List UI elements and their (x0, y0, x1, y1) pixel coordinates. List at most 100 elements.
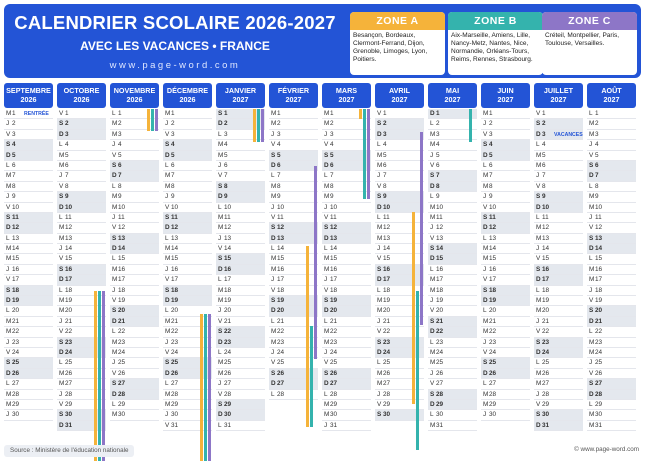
day-number: 29 (595, 400, 603, 408)
weekday-letter: M (6, 400, 12, 408)
day-number: 22 (542, 328, 550, 336)
day-row: V 29 (57, 400, 106, 411)
weekday-letter: V (6, 276, 11, 284)
day-number: 3 (65, 130, 69, 138)
day-number: 13 (489, 234, 497, 242)
weekday-letter: M (218, 213, 224, 221)
weekday-letter: V (271, 213, 276, 221)
weekday-letter: M (6, 245, 12, 253)
day-row: D24 (534, 347, 583, 359)
weekday-letter: D (112, 390, 117, 398)
day-number: 29 (330, 400, 338, 408)
day-row: M11 (428, 213, 477, 224)
day-number: 5 (542, 151, 546, 159)
day-number: 6 (277, 161, 281, 169)
day-number: 14 (65, 245, 73, 253)
day-row: M16 (269, 265, 318, 276)
weekday-letter: V (377, 400, 382, 408)
month-column: NOVEMBRE 2026 L 1 M2 M3 J 4 V 5 S 6 D7 L 8 M9 M10 J 11 V 12 S… (110, 83, 159, 439)
weekday-letter: S (377, 120, 382, 128)
weekday-letter: M (324, 110, 330, 117)
day-row: L 23 (428, 338, 477, 348)
weekday-letter: M (6, 172, 12, 180)
day-number: 27 (595, 380, 603, 388)
weekday-letter: L (483, 234, 487, 242)
weekday-letter: S (6, 359, 11, 367)
weekday-letter: J (377, 317, 381, 325)
day-number: 24 (118, 348, 126, 356)
day-number: 16 (436, 265, 444, 273)
day-row: D31 (534, 420, 583, 432)
day-row: M16 (322, 265, 371, 276)
day-number: 25 (277, 359, 285, 367)
day-number: 31 (330, 421, 338, 429)
weekday-letter: V (112, 297, 117, 305)
day-number: 7 (542, 172, 546, 180)
day-row: J 28 (57, 390, 106, 400)
day-row: M17 (587, 275, 636, 286)
day-row: M1 (481, 109, 530, 120)
day-number: 18 (542, 286, 550, 294)
weekday-letter: M (430, 359, 436, 367)
weekday-letter: M (536, 151, 542, 159)
day-number: 2 (595, 120, 599, 128)
weekday-letter: M (6, 328, 12, 336)
weekday-letter: M (377, 380, 383, 388)
day-row: D27 (322, 379, 371, 390)
day-row: D30 (216, 410, 265, 421)
weekday-letter: D (59, 276, 64, 284)
day-number: 5 (489, 151, 493, 159)
weekday-letter: J (536, 172, 540, 180)
day-number: 22 (12, 328, 20, 336)
weekday-letter: J (59, 317, 63, 325)
month-name: JANVIER (224, 86, 257, 95)
day-number: 2 (436, 120, 440, 128)
day-number: 31 (224, 421, 232, 429)
day-number: 29 (118, 400, 126, 408)
day-row: M22 (163, 327, 212, 338)
day-number: 17 (65, 276, 73, 284)
day-number: 15 (489, 255, 497, 263)
weekday-letter: M (589, 203, 595, 211)
zone-a-legend: ZONE A Besançon, Bordeaux, Clermont-Ferr… (350, 12, 445, 75)
day-row: D12 (4, 223, 53, 234)
day-row: D21 (587, 316, 636, 328)
day-number: 21 (595, 317, 603, 325)
day-number: 5 (330, 151, 334, 159)
weekday-letter: S (6, 141, 11, 149)
day-row: V 29 (375, 400, 424, 411)
day-number: 13 (118, 234, 126, 242)
day-number: 8 (224, 182, 228, 190)
weekday-letter: V (536, 400, 541, 408)
day-number: 27 (65, 380, 73, 388)
weekday-letter: L (377, 359, 381, 367)
weekday-letter: M (6, 110, 12, 117)
month-year: 2027 (232, 95, 249, 104)
weekday-letter: J (430, 224, 434, 232)
day-number: 15 (383, 255, 391, 263)
day-row: L 25 (375, 358, 424, 369)
day-row: S 16 (375, 264, 424, 276)
day-row: M25 (216, 358, 265, 369)
day-number: 15 (542, 255, 550, 263)
weekday-letter: L (112, 182, 116, 190)
day-number: 1 (436, 110, 440, 117)
day-number: 29 (171, 400, 179, 408)
day-row: D24 (57, 347, 106, 359)
month-year: 2026 (73, 95, 90, 104)
weekday-letter: V (165, 276, 170, 284)
day-list: M1 RENTRÉE J 2 V 3 S 4 D5 L 6 M7 M8 J 9 V 10 S 11 D12 L 13 M14… (4, 109, 53, 421)
day-number: 6 (542, 161, 546, 169)
day-row: M28 (163, 390, 212, 400)
weekday-letter: M (324, 400, 330, 408)
day-number: 1 (489, 110, 493, 117)
day-number: 22 (277, 328, 285, 336)
day-number: 10 (12, 203, 20, 211)
weekday-letter: S (271, 297, 276, 305)
day-number: 18 (12, 286, 20, 294)
day-number: 1 (224, 110, 228, 117)
day-row: D21 (110, 316, 159, 328)
